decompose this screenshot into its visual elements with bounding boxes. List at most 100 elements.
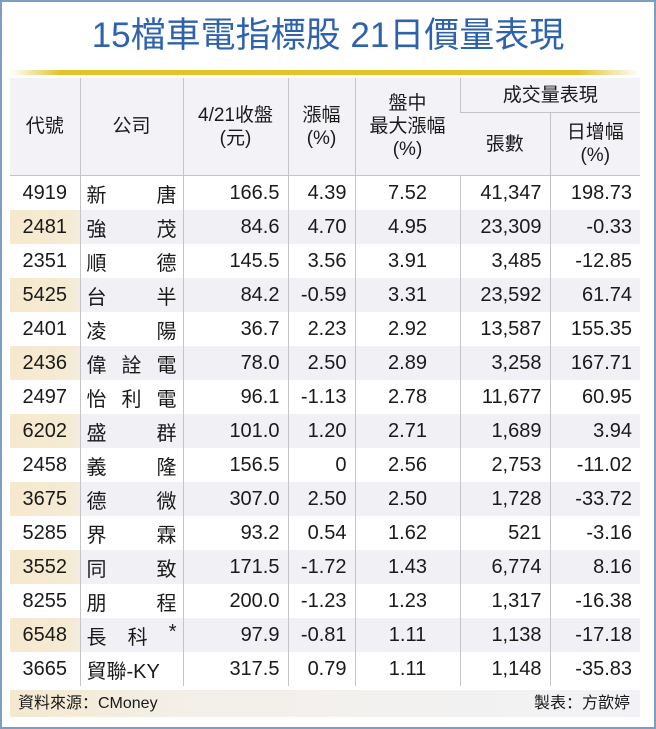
cell-change: 2.50	[287, 346, 355, 380]
cell-code: 3552	[10, 550, 80, 584]
cell-change: -0.59	[287, 278, 355, 312]
company-char: 致	[156, 558, 177, 581]
company-name: 界霖	[87, 519, 177, 548]
company-name: 偉詮電	[87, 349, 177, 378]
company-char: 德	[156, 252, 177, 275]
cell-company: 強茂	[79, 210, 183, 244]
accent-divider	[10, 70, 640, 75]
company-char: 隆	[156, 456, 177, 479]
cell-close: 200.0	[182, 584, 288, 618]
cell-close: 97.9	[182, 618, 288, 652]
table-row: 2436 偉詮電 78.0 2.50 2.89 3,258 167.71	[10, 346, 641, 380]
header-volume-lots: 張數	[460, 112, 550, 176]
company-char: 怡	[86, 388, 107, 411]
header-change: 漲幅 (%)	[287, 78, 355, 176]
cell-change: 4.39	[287, 175, 355, 210]
cell-intraday-max: 1.23	[354, 584, 460, 618]
table-row: 8255 朋程 200.0 -1.23 1.23 1,317 -16.38	[10, 584, 641, 618]
cell-volume-lots: 1,728	[459, 482, 550, 516]
cell-close: 166.5	[182, 175, 288, 210]
cell-intraday-max: 1.43	[354, 550, 460, 584]
header-close: 4/21收盤 (元)	[182, 78, 288, 176]
cell-daily-increase: 3.94	[549, 414, 641, 448]
company-char: 群	[156, 422, 177, 445]
cell-volume-lots: 1,317	[459, 584, 550, 618]
company-char: 新	[86, 184, 107, 207]
cell-company: 順德	[79, 244, 183, 278]
company-char: 凌	[86, 320, 107, 343]
cell-close: 171.5	[182, 550, 288, 584]
cell-daily-increase: -12.85	[549, 244, 641, 278]
cell-intraday-max: 2.92	[354, 312, 460, 346]
cell-daily-increase: 8.16	[549, 550, 641, 584]
cell-close: 145.5	[182, 244, 288, 278]
cell-intraday-max: 3.91	[354, 244, 460, 278]
cell-volume-lots: 521	[459, 516, 550, 550]
company-char: 詮	[121, 354, 142, 377]
company-name: 貿聯-KY	[87, 655, 177, 684]
cell-company: 長科 *	[79, 618, 183, 652]
cell-code: 6202	[10, 414, 80, 448]
cell-company: 偉詮電	[79, 346, 183, 380]
cell-change: 0.54	[287, 516, 355, 550]
company-name: 順德	[87, 247, 177, 276]
cell-company: 貿聯-KY	[79, 652, 183, 686]
cell-intraday-max: 3.31	[354, 278, 460, 312]
cell-intraday-max: 1.11	[354, 618, 460, 652]
company-name: 朋程	[87, 587, 177, 616]
cell-intraday-max: 2.78	[354, 380, 460, 414]
company-char: 強	[86, 218, 107, 241]
company-char: 順	[86, 252, 107, 275]
table-row: 2351 順德 145.5 3.56 3.91 3,485 -12.85	[10, 244, 641, 278]
table-body: 4919 新唐 166.5 4.39 7.52 41,347 198.73 2481 強茂 84.…	[10, 175, 641, 686]
cell-code: 4919	[22, 181, 68, 204]
cell-company: 德微	[79, 482, 183, 516]
cell-daily-increase: -33.72	[549, 482, 641, 516]
cell-intraday-max: 2.50	[354, 482, 460, 516]
company-char: 微	[156, 490, 177, 513]
cell-close: 317.5	[182, 652, 288, 686]
cell-daily-increase: 198.73	[549, 175, 641, 210]
cell-intraday-max: 4.95	[354, 210, 460, 244]
cell-volume-lots: 23,309	[459, 210, 550, 244]
cell-volume-lots: 13,587	[459, 312, 550, 346]
cell-close: 84.2	[182, 278, 288, 312]
cell-change: 0.79	[287, 652, 355, 686]
cell-volume-lots: 3,258	[459, 346, 550, 380]
cell-code: 6548	[10, 618, 80, 652]
company-name: 長科 *	[87, 621, 177, 650]
cell-change: 2.50	[287, 482, 355, 516]
cell-change: 1.20	[287, 414, 355, 448]
cell-daily-increase: -3.16	[549, 516, 641, 550]
data-source: 資料來源：CMoney	[18, 695, 158, 712]
cell-intraday-max: 2.89	[354, 346, 460, 380]
cell-close: 78.0	[182, 346, 288, 380]
header-code: 代號	[10, 78, 80, 176]
cell-volume-lots: 1,148	[459, 652, 550, 686]
cell-volume-lots: 3,485	[459, 244, 550, 278]
company-char: 半	[156, 286, 177, 309]
cell-company: 盛群	[79, 414, 183, 448]
company-char: 義	[86, 456, 107, 479]
header-volume-daily-increase: 日增幅 (%)	[549, 112, 641, 176]
cell-volume-lots: 23,592	[459, 278, 550, 312]
table-row: 3665 貿聯-KY 317.5 0.79 1.11 1,148 -35.83	[10, 652, 641, 686]
cell-change: -0.81	[287, 618, 355, 652]
company-char: 同	[86, 558, 107, 581]
cell-close: 156.5	[182, 448, 288, 482]
table-row: 6202 盛群 101.0 1.20 2.71 1,689 3.94	[10, 414, 641, 448]
cell-daily-increase: -16.38	[549, 584, 641, 618]
table-row: 2481 強茂 84.6 4.70 4.95 23,309 -0.33	[10, 210, 641, 244]
company-char: *	[168, 620, 177, 643]
cell-volume-lots: 6,774	[459, 550, 550, 584]
cell-change: 4.70	[287, 210, 355, 244]
table-row: 2458 義隆 156.5 0 2.56 2,753 -11.02	[10, 448, 641, 482]
cell-close: 96.1	[182, 380, 288, 414]
cell-company: 新唐	[79, 175, 183, 210]
cell-code: 2351	[22, 249, 68, 272]
cell-volume-lots: 1,138	[459, 618, 550, 652]
cell-change: 3.56	[287, 244, 355, 278]
company-char: 長	[86, 626, 107, 649]
table-row: 2497 怡利電 96.1 -1.13 2.78 11,677 60.95	[10, 380, 641, 414]
company-char: 霖	[156, 524, 177, 547]
